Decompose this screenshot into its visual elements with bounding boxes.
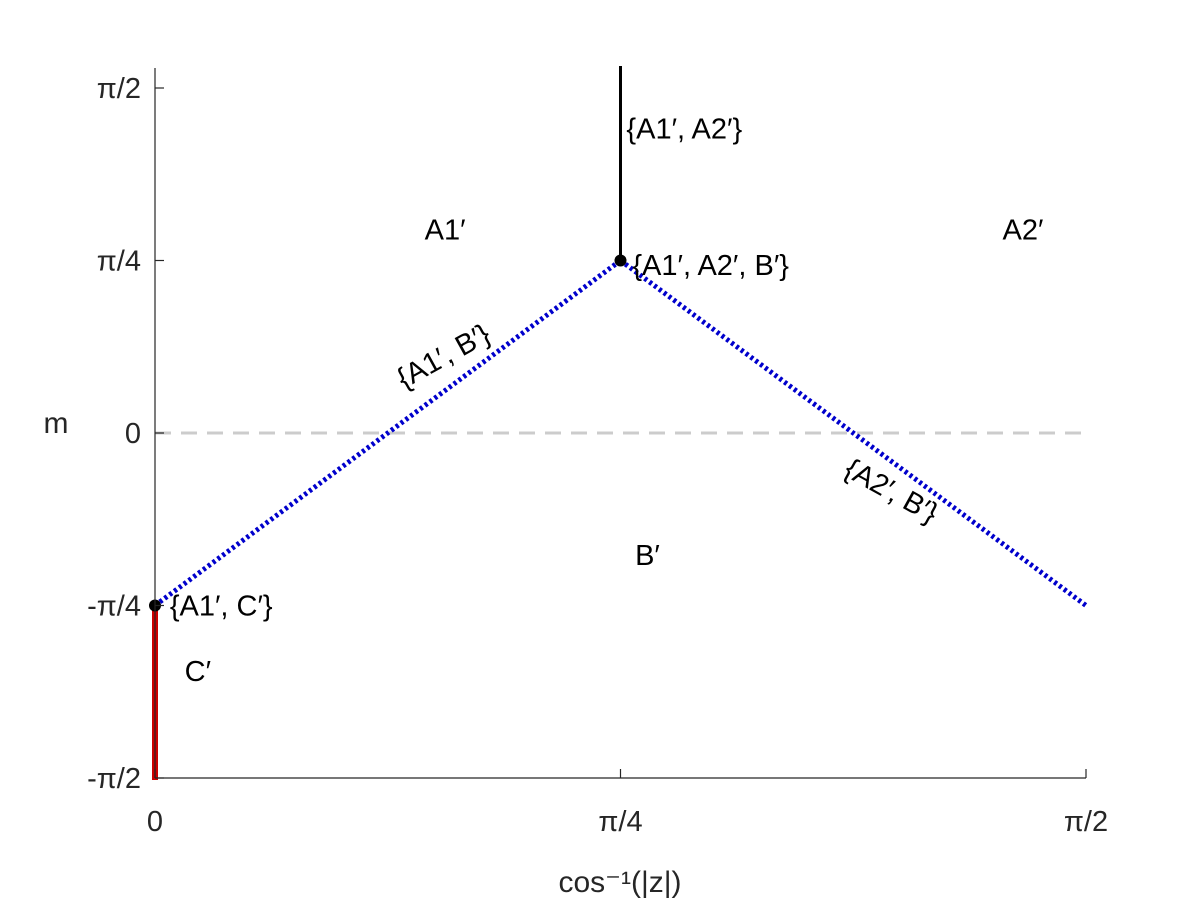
x-tick-label: π/2	[1064, 806, 1108, 838]
annotation-region-a2: A2′	[1003, 215, 1044, 247]
y-tick-label: -π/2	[87, 763, 141, 795]
point-triple-point	[614, 254, 627, 267]
x-tick-label: 0	[147, 806, 163, 838]
x-axis-label: cos⁻¹(|z|)	[558, 866, 681, 899]
series-boundary-a2-b-right	[619, 258, 1088, 608]
x-tick-label: π/4	[598, 806, 642, 838]
annotation-region-b: B′	[635, 540, 660, 572]
annotation-region-c: C′	[185, 656, 211, 688]
series-boundary-a1-b-left	[153, 258, 622, 608]
annotation-label-a1-a2-b: {A1′, A2′, B′}	[632, 250, 789, 282]
plot-area	[149, 66, 1088, 780]
annotation-label-a1-b: {A1′, B′}	[392, 318, 496, 395]
y-tick-label: π/4	[97, 246, 141, 278]
annotations: A1′ A2′ B′ C′ {A1′, A2′} {A1′, A2′, B′} {A1′, …	[170, 114, 1044, 688]
annotation-label-a2-b: {A2′, B′}	[839, 453, 943, 530]
annotation-region-a1: A1′	[425, 215, 466, 247]
axes: 0 π/4 π/2 π/2 π/4 0 -π/4 -π/2	[87, 68, 1108, 838]
y-tick-label: -π/4	[87, 591, 141, 623]
annotation-label-a1-a2: {A1′, A2′}	[626, 114, 742, 146]
y-axis-label: m	[44, 407, 69, 440]
y-tick-label: π/2	[97, 73, 141, 105]
annotation-label-a1-c: {A1′, C′}	[170, 590, 273, 622]
y-tick-label: 0	[125, 418, 141, 450]
